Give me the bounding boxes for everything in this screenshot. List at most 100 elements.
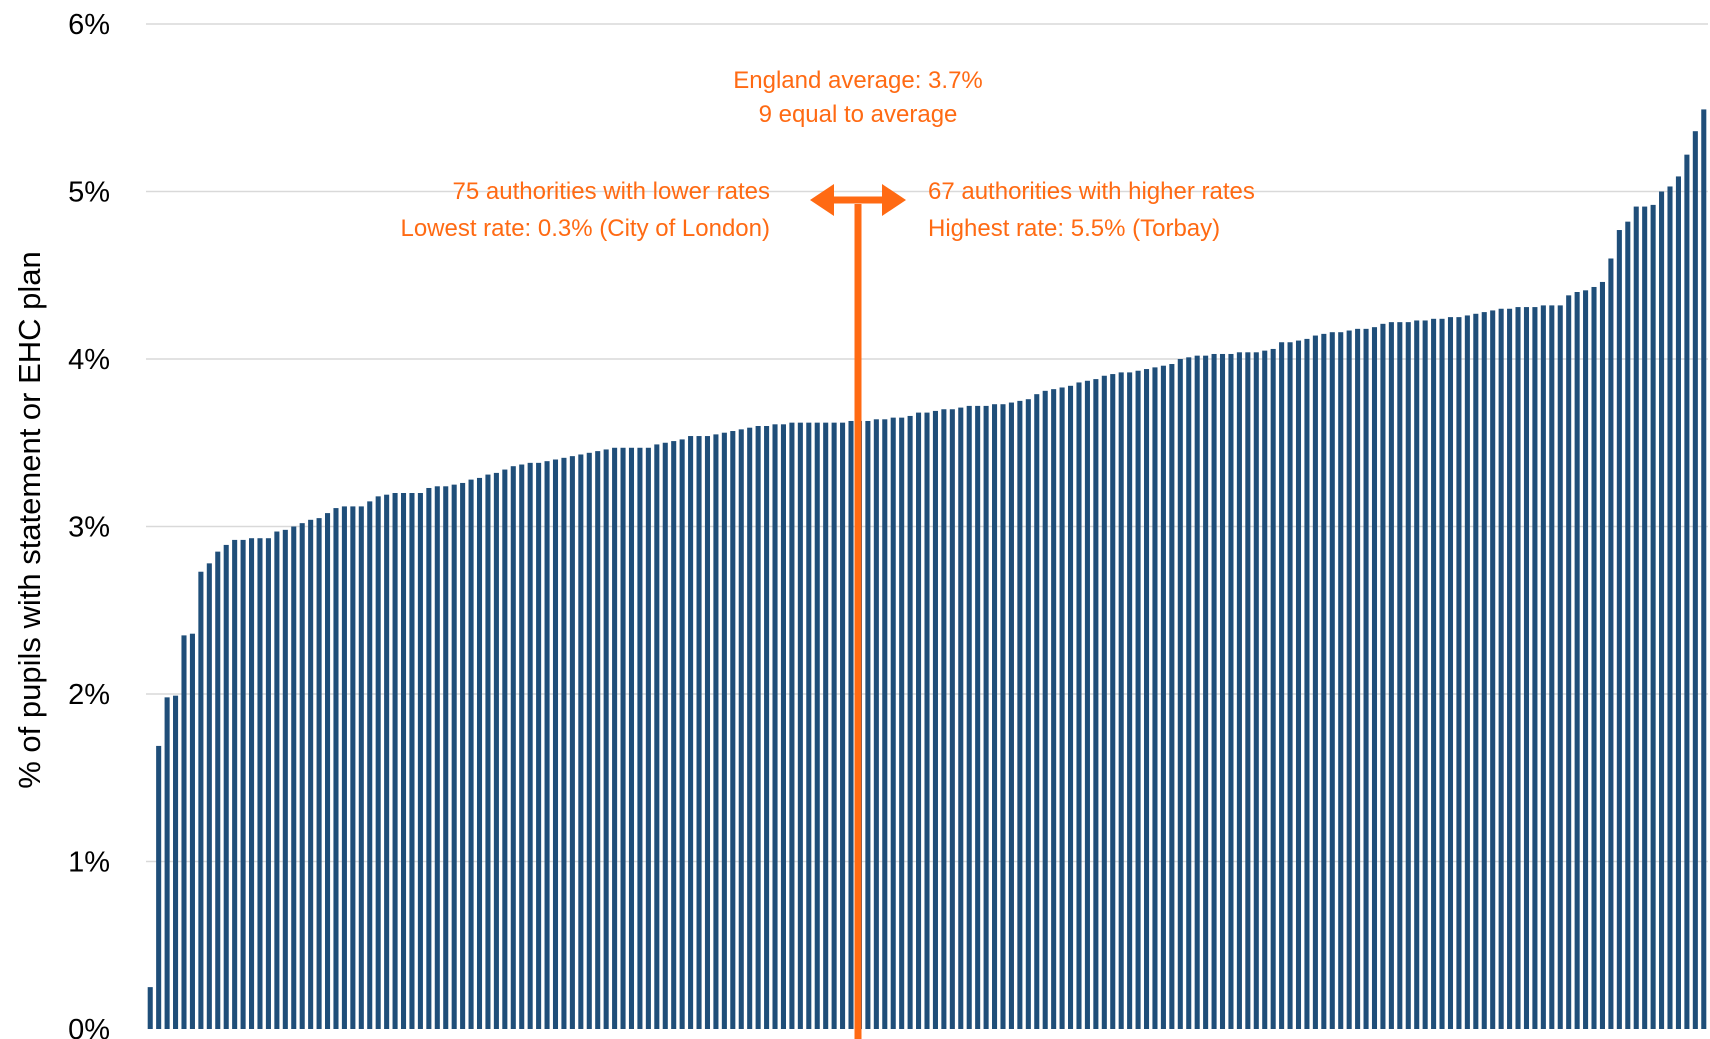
bar	[730, 431, 736, 1029]
bar	[1464, 315, 1470, 1029]
bar	[1034, 394, 1040, 1029]
bar	[1566, 295, 1572, 1030]
bar	[451, 484, 457, 1030]
bar	[350, 506, 356, 1029]
bar	[1625, 221, 1631, 1029]
bar	[561, 457, 567, 1029]
bar	[823, 422, 829, 1029]
average-annotation-line2: 9 equal to average	[759, 101, 958, 128]
bar	[1245, 352, 1251, 1029]
bar	[637, 447, 643, 1029]
bar	[1118, 372, 1124, 1029]
bar	[181, 635, 187, 1030]
bar	[291, 526, 297, 1029]
bar	[1008, 402, 1014, 1029]
bar	[1051, 389, 1057, 1029]
bar	[1355, 328, 1361, 1030]
bar	[1084, 380, 1090, 1029]
bar	[586, 452, 592, 1029]
bar	[493, 472, 499, 1029]
bar	[1692, 131, 1698, 1029]
bar	[1236, 352, 1242, 1029]
bar	[578, 454, 584, 1030]
y-tick-label: 4%	[68, 344, 110, 376]
bar	[468, 479, 474, 1030]
bar	[1667, 186, 1673, 1030]
bar	[1203, 355, 1209, 1029]
bar	[840, 422, 846, 1029]
bar	[1591, 286, 1597, 1030]
bar	[308, 519, 314, 1029]
bar	[274, 531, 280, 1029]
bar	[1363, 328, 1369, 1030]
bar	[1228, 353, 1234, 1030]
bar	[975, 405, 981, 1029]
bar	[173, 695, 179, 1029]
bar	[1523, 307, 1530, 1030]
bar	[755, 426, 761, 1029]
bar	[1498, 308, 1504, 1029]
bar	[265, 538, 271, 1029]
bar	[780, 424, 786, 1029]
bar	[645, 447, 651, 1029]
bar	[1186, 357, 1192, 1030]
y-axis-ticks: 0% 1% 2% 3% 4% 5% 6%	[68, 9, 110, 1039]
bar	[983, 405, 989, 1029]
bar	[1532, 307, 1538, 1030]
bar	[400, 493, 407, 1029]
bar	[1490, 310, 1496, 1029]
bar	[1346, 330, 1352, 1029]
bar	[958, 407, 964, 1030]
bar	[367, 501, 373, 1030]
bar	[1312, 335, 1318, 1029]
bar	[595, 451, 601, 1029]
bar	[434, 486, 440, 1029]
bar	[932, 410, 938, 1029]
bar	[688, 436, 694, 1029]
bar	[679, 439, 685, 1029]
bar	[164, 697, 170, 1029]
bar	[1152, 367, 1158, 1030]
bars	[147, 109, 1707, 1030]
bar	[1557, 305, 1563, 1029]
bar	[966, 405, 972, 1029]
bar	[544, 461, 550, 1029]
bar	[713, 434, 719, 1030]
bar	[747, 427, 753, 1029]
bar	[1329, 332, 1335, 1029]
bar	[890, 417, 896, 1030]
bar	[603, 449, 609, 1029]
bar	[206, 563, 212, 1029]
bar	[1127, 372, 1133, 1029]
bar	[1068, 385, 1074, 1029]
bar	[223, 544, 229, 1029]
average-annotation-line1: England average: 3.7%	[733, 67, 983, 94]
bar	[1431, 318, 1437, 1029]
bar	[1574, 292, 1580, 1029]
bar	[992, 404, 998, 1030]
y-tick-label: 5%	[68, 177, 110, 209]
bar	[899, 417, 905, 1030]
bar	[654, 444, 660, 1029]
bar	[417, 493, 423, 1029]
bar	[941, 409, 947, 1029]
bar	[333, 508, 339, 1030]
bar	[249, 538, 255, 1029]
bar	[1473, 313, 1479, 1029]
bar	[806, 422, 812, 1029]
bar	[460, 482, 466, 1029]
bar	[189, 633, 195, 1029]
higher-annotation-line2: Highest rate: 5.5% (Torbay)	[928, 215, 1220, 242]
bar	[485, 474, 491, 1030]
bar	[1633, 206, 1639, 1029]
bar	[1059, 387, 1065, 1030]
bar	[1549, 305, 1555, 1029]
bar	[814, 422, 820, 1029]
bar	[282, 529, 288, 1029]
bar	[764, 426, 770, 1029]
bar	[721, 432, 727, 1029]
bar	[299, 523, 305, 1029]
y-tick-label: 2%	[68, 679, 110, 711]
